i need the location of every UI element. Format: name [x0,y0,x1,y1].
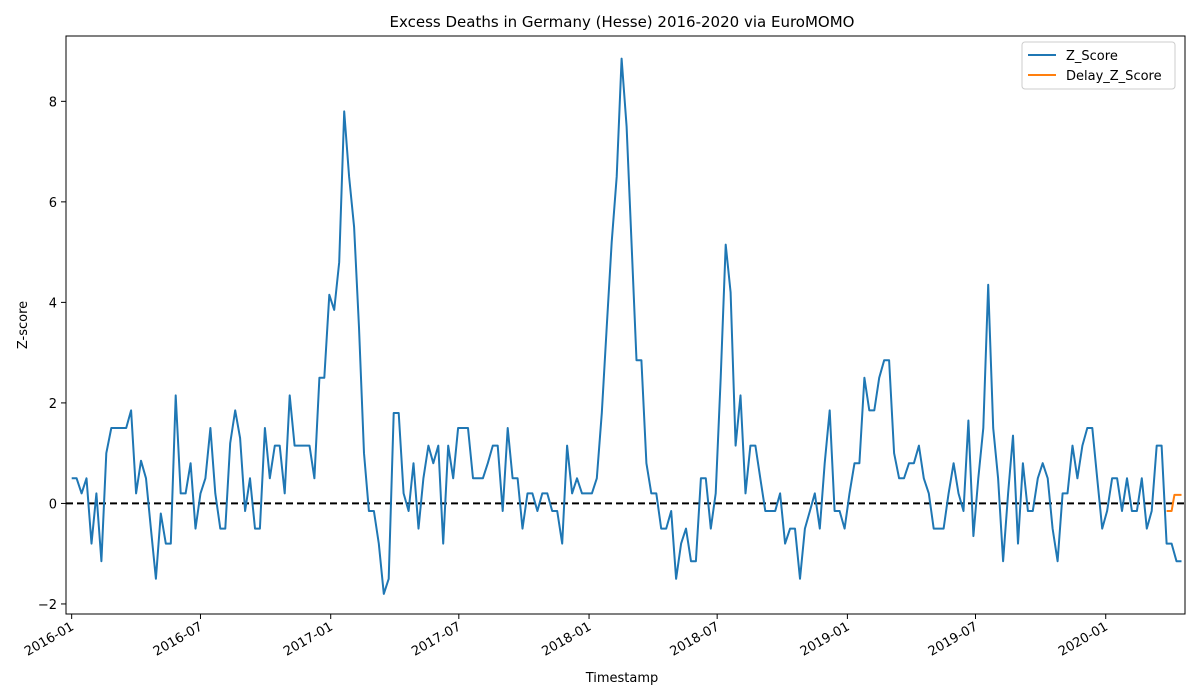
plot-frame [65,35,1186,615]
y-tick-label: −2 [38,598,57,613]
legend-label-delay-z-score: Delay_Z_Score [1066,69,1162,84]
y-axis: −2 0 2 4 6 8 [38,95,66,613]
series-line-delay-z-score [1166,493,1182,512]
y-tick-label: 2 [49,397,57,412]
series-line-z-score [71,57,1182,595]
chart-title: Excess Deaths in Germany (Hesse) 2016-20… [390,13,855,31]
plot-area [66,57,1185,595]
y-tick-label: 8 [49,95,57,110]
y-axis-label: Z-score [16,301,31,349]
y-tick-label: 6 [49,196,57,211]
x-axis-label: Timestamp [585,671,659,686]
y-tick-label: 0 [49,497,57,512]
y-tick-label: 4 [49,296,57,311]
legend-label-z-score: Z_Score [1066,49,1118,64]
legend-box [1021,41,1176,90]
legend: Z_Score Delay_Z_Score [1021,41,1176,90]
